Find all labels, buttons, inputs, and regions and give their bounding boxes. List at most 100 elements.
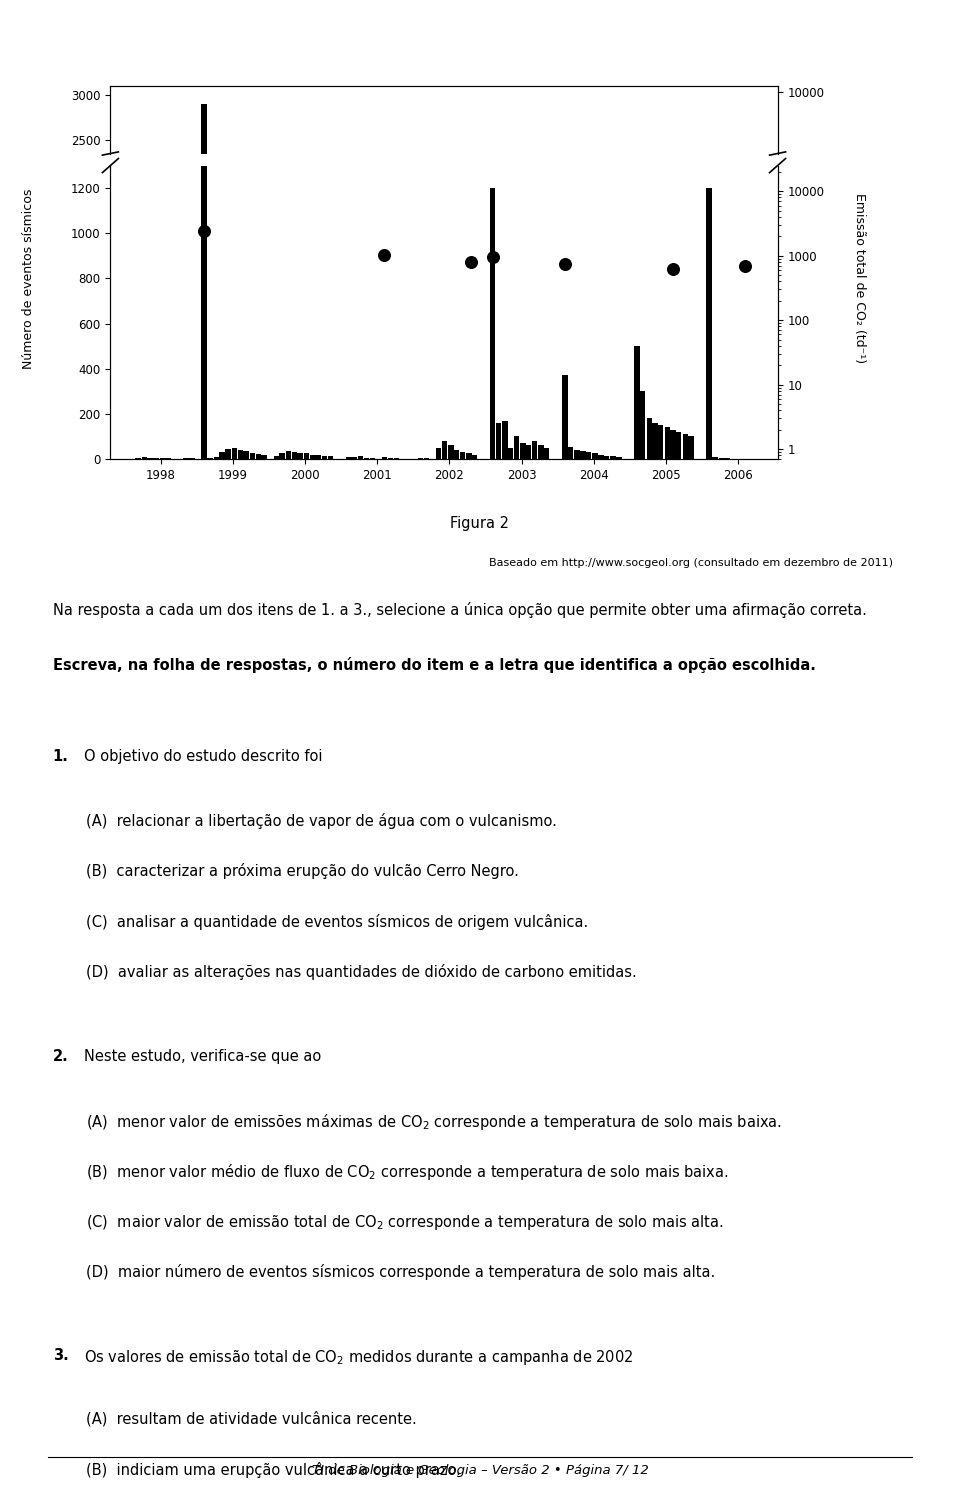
Bar: [327, 456, 333, 459]
Bar: [520, 442, 526, 459]
Text: (A)  menor valor de emissões máximas de CO$_2$ corresponde a temperatura de solo: (A) menor valor de emissões máximas de C…: [86, 1112, 782, 1132]
Bar: [286, 363, 291, 366]
Bar: [472, 455, 477, 459]
Bar: [514, 436, 519, 459]
Bar: [532, 441, 538, 459]
Text: TI de Biologia e Geologia – Versão 2 • Página 7/ 12: TI de Biologia e Geologia – Versão 2 • P…: [312, 1464, 648, 1478]
Bar: [495, 423, 501, 459]
Text: (C)  maior valor de emissão total de CO$_2$ corresponde a temperatura de solo ma: (C) maior valor de emissão total de CO$_…: [86, 1213, 724, 1233]
Text: Neste estudo, verifica-se que ao: Neste estudo, verifica-se que ao: [84, 1049, 321, 1064]
Point: [377, 244, 393, 268]
Point: [557, 251, 572, 275]
Bar: [658, 426, 663, 459]
Bar: [526, 445, 532, 459]
Bar: [635, 346, 639, 459]
Bar: [243, 363, 249, 366]
Bar: [502, 351, 508, 366]
Bar: [544, 448, 549, 459]
Bar: [611, 456, 616, 459]
Bar: [237, 450, 243, 459]
Bar: [568, 447, 573, 459]
Bar: [454, 363, 459, 366]
Bar: [255, 364, 261, 366]
Text: Número de eventos sísmicos: Número de eventos sísmicos: [22, 188, 36, 369]
Text: (A)  resultam de atividade vulcânica recente.: (A) resultam de atividade vulcânica rece…: [86, 1412, 418, 1427]
Point: [464, 250, 479, 274]
Bar: [563, 376, 567, 459]
Bar: [539, 360, 543, 366]
Text: Na resposta a cada um dos itens de 1. a 3., selecione a única opção que permite : Na resposta a cada um dos itens de 1. a …: [53, 602, 867, 619]
Bar: [544, 361, 549, 366]
Bar: [472, 364, 477, 366]
Bar: [279, 364, 285, 366]
Bar: [279, 453, 285, 459]
Bar: [292, 452, 297, 459]
Bar: [539, 445, 543, 459]
Bar: [676, 432, 682, 459]
Bar: [574, 450, 580, 459]
Bar: [436, 448, 442, 459]
Bar: [688, 357, 694, 366]
Bar: [304, 364, 309, 366]
Bar: [688, 436, 694, 459]
Bar: [635, 321, 639, 366]
Bar: [298, 453, 302, 459]
Bar: [586, 452, 591, 459]
Bar: [502, 420, 508, 459]
Text: (B)  menor valor médio de fluxo de CO$_2$ corresponde a temperatura de solo mais: (B) menor valor médio de fluxo de CO$_2$…: [86, 1162, 729, 1183]
Bar: [250, 363, 255, 366]
Bar: [292, 363, 297, 366]
Bar: [563, 333, 567, 366]
Bar: [442, 441, 447, 459]
Text: Emissão total de CO₂ (td⁻¹): Emissão total de CO₂ (td⁻¹): [852, 193, 866, 364]
Bar: [322, 456, 327, 459]
Bar: [274, 456, 279, 459]
Bar: [676, 355, 682, 366]
Bar: [580, 452, 586, 459]
Bar: [286, 452, 291, 459]
Bar: [508, 361, 514, 366]
Bar: [604, 456, 610, 459]
Text: Figura 2: Figura 2: [450, 516, 510, 531]
Text: (C)  analisar a quantidade de eventos sísmicos de origem vulcânica.: (C) analisar a quantidade de eventos sís…: [86, 914, 588, 930]
Bar: [646, 349, 652, 366]
Bar: [261, 364, 267, 366]
Bar: [586, 363, 591, 366]
Bar: [202, 104, 206, 366]
Bar: [683, 355, 688, 366]
Bar: [250, 453, 255, 459]
Bar: [495, 351, 501, 366]
Bar: [448, 445, 453, 459]
Bar: [141, 458, 147, 459]
Text: (B)  caracterizar a próxima erupção do vulcão Cerro Negro.: (B) caracterizar a próxima erupção do vu…: [86, 864, 519, 879]
Bar: [658, 352, 663, 366]
Point: [665, 257, 681, 281]
Bar: [707, 257, 711, 366]
Bar: [442, 358, 447, 366]
Bar: [652, 423, 658, 459]
Text: O objetivo do estudo descrito foi: O objetivo do estudo descrito foi: [84, 749, 322, 765]
Bar: [237, 361, 243, 366]
Bar: [652, 351, 658, 366]
Bar: [580, 363, 586, 366]
Bar: [202, 0, 206, 459]
Bar: [231, 361, 237, 366]
Point: [737, 254, 753, 278]
Bar: [358, 456, 364, 459]
Bar: [220, 452, 225, 459]
Text: Baseado em http://www.socgeol.org (consultado em dezembro de 2011): Baseado em http://www.socgeol.org (consu…: [490, 558, 893, 569]
Text: (A)  relacionar a libertação de vapor de água com o vulcanismo.: (A) relacionar a libertação de vapor de …: [86, 813, 557, 829]
Bar: [316, 364, 321, 366]
Bar: [670, 430, 676, 459]
Bar: [592, 453, 598, 459]
Bar: [670, 354, 676, 366]
Bar: [664, 354, 670, 366]
Bar: [640, 339, 645, 366]
Bar: [220, 363, 225, 366]
Point: [197, 220, 212, 244]
Text: (D)  avaliar as alterações nas quantidades de dióxido de carbono emitidas.: (D) avaliar as alterações nas quantidade…: [86, 965, 637, 980]
Bar: [460, 452, 465, 459]
Bar: [526, 360, 532, 366]
Text: (D)  maior número de eventos sísmicos corresponde a temperatura de solo mais alt: (D) maior número de eventos sísmicos cor…: [86, 1264, 715, 1279]
Bar: [351, 458, 357, 459]
